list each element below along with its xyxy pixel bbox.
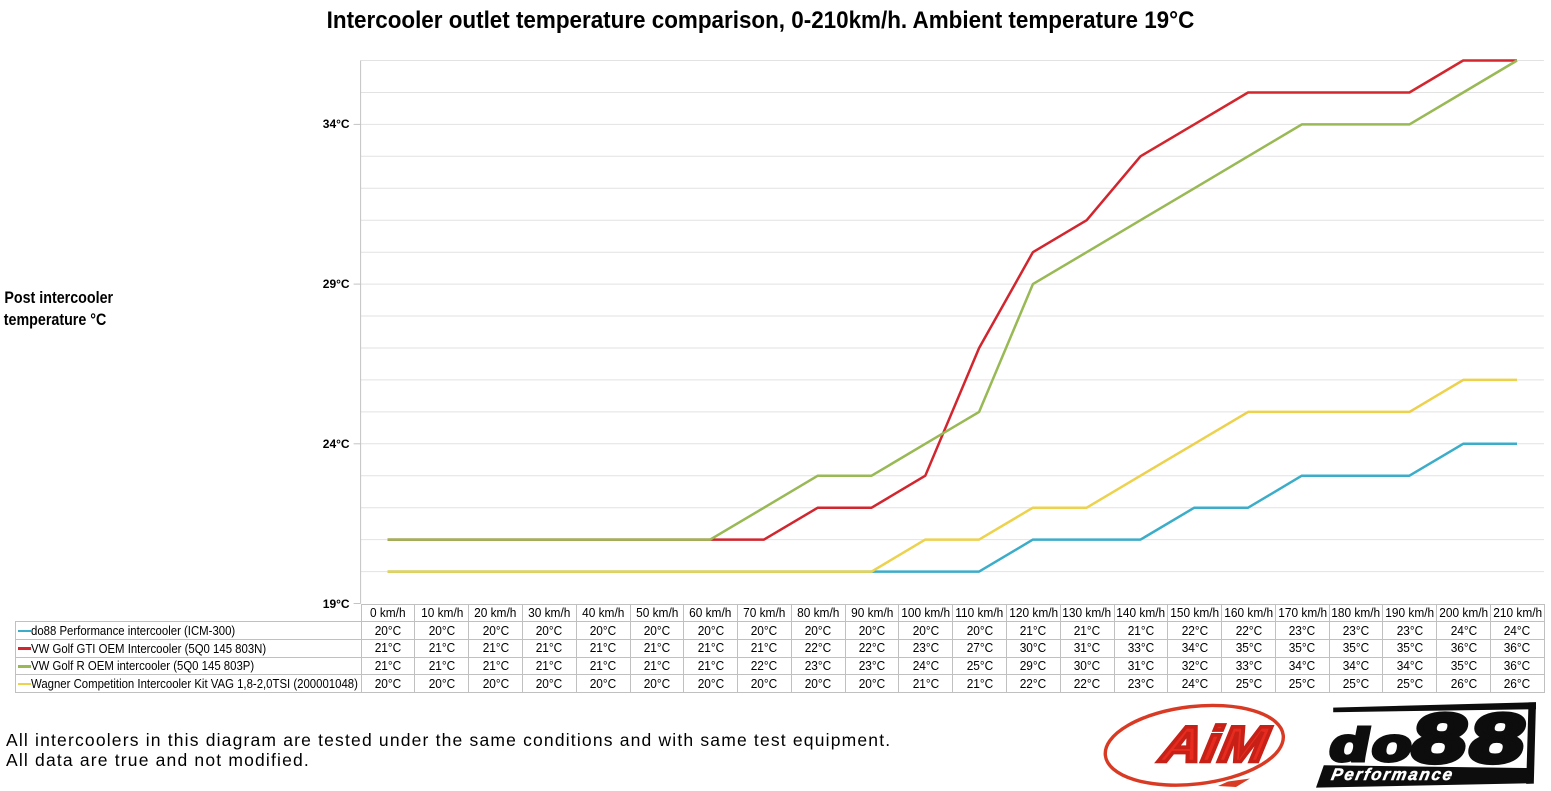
svg-text:do: do (1326, 720, 1421, 771)
svg-text:Performance: Performance (1330, 765, 1456, 784)
svg-text:AiM: AiM (1155, 717, 1274, 773)
svg-text:88: 88 (1406, 700, 1537, 777)
